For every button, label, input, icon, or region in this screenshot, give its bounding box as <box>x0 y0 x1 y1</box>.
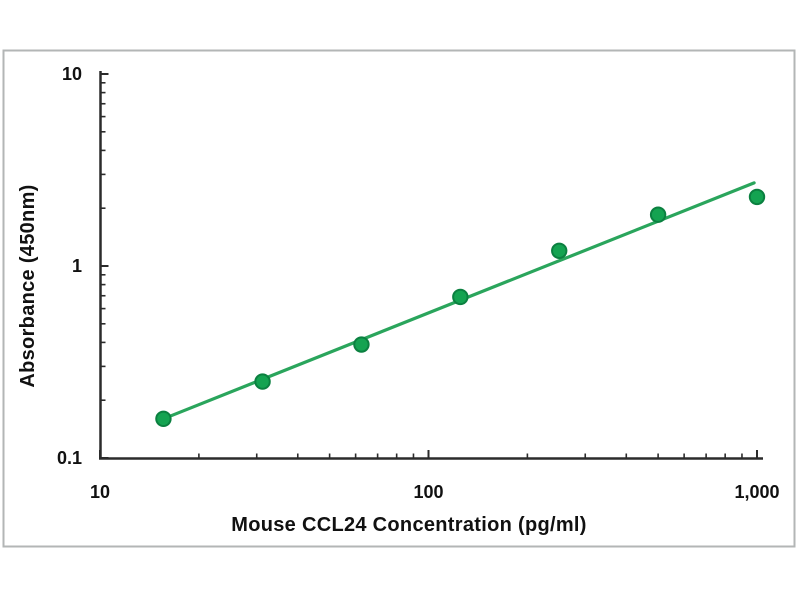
x-tick-label: 1,000 <box>734 482 779 502</box>
data-point-marker <box>155 410 172 428</box>
y-tick-label: 1 <box>72 256 82 276</box>
data-point-marker <box>353 336 370 353</box>
y-axis-title: Absorbance (450nm) <box>17 184 39 387</box>
data-point-marker <box>452 288 469 306</box>
x-tick-label: 10 <box>90 482 110 502</box>
axis-ticks <box>99 73 758 459</box>
data-point-marker <box>748 188 766 206</box>
data-series <box>155 181 766 428</box>
x-tick-label: 100 <box>413 482 443 502</box>
y-tick-label: 0.1 <box>57 448 82 468</box>
data-point-marker <box>254 373 271 390</box>
axis-tick-labels: 10 100 1,000 10 1 0.1 <box>57 64 780 502</box>
x-axis-title: Mouse CCL24 Concentration (pg/ml) <box>231 514 586 536</box>
y-tick-label: 10 <box>62 64 82 84</box>
data-point-marker <box>551 242 568 259</box>
data-point-marker <box>649 206 667 223</box>
image-border-frame <box>2 49 796 548</box>
